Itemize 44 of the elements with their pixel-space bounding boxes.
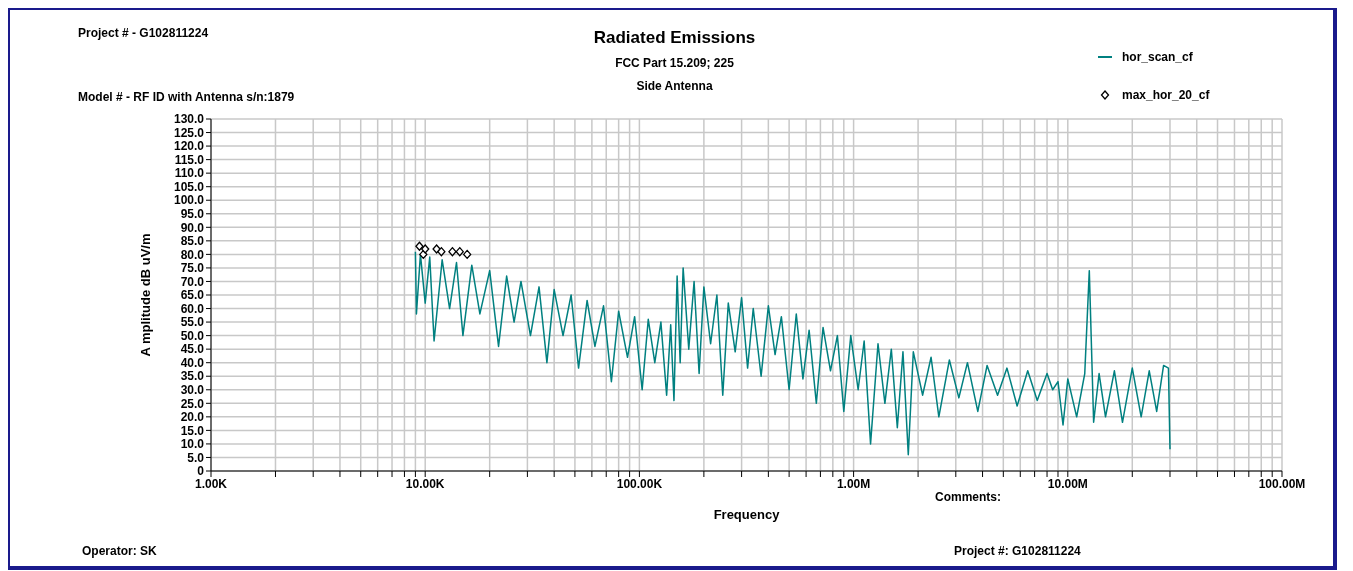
- text: Comments:: [935, 490, 1002, 504]
- y-tick-label: 5.0: [187, 450, 205, 465]
- y-tick-label: 55.0: [180, 315, 205, 330]
- y-tick-label: 105.0: [173, 179, 205, 194]
- y-tick-label: 85.0: [180, 234, 205, 249]
- y-tick-label: 100.0: [173, 193, 205, 208]
- x-tick-label: 100.00M: [1258, 476, 1306, 491]
- y-tick-label: 35.0: [180, 369, 205, 384]
- x-tick-label: 100.00K: [616, 476, 663, 491]
- text: Project # - G102811224: [78, 26, 209, 40]
- x-tick-label: 1.00M: [836, 476, 871, 491]
- y-tick-label: 0: [197, 464, 205, 479]
- chart-title: Radiated Emissions: [593, 28, 756, 47]
- y-tick-label: 60.0: [180, 301, 205, 316]
- y-tick-label: 50.0: [180, 328, 205, 343]
- x-tick-label: 10.00M: [1047, 476, 1088, 491]
- y-tick-label: 80.0: [180, 247, 205, 262]
- y-tick-label: 10.0: [180, 437, 205, 452]
- y-tick-label: 95.0: [180, 207, 205, 222]
- text: Model # - RF ID with Antenna s/n:1879: [78, 90, 295, 104]
- y-tick-label: 40.0: [180, 355, 205, 370]
- y-tick-label: 30.0: [180, 383, 205, 398]
- y-axis-title: A mplitude dB uV/m: [137, 233, 153, 357]
- y-tick-label: 25.0: [180, 396, 205, 411]
- y-tick-label: 130.0: [173, 112, 205, 127]
- x-axis-title: Frequency: [713, 507, 781, 522]
- y-tick-label: 65.0: [180, 288, 205, 303]
- y-tick-label: 125.0: [173, 125, 205, 140]
- y-tick-label: 110.0: [174, 166, 205, 181]
- y-tick-label: 20.0: [180, 410, 205, 425]
- y-tick-label: 70.0: [180, 274, 205, 289]
- y-tick-label: 120.0: [173, 139, 205, 154]
- y-tick-label: 15.0: [180, 423, 205, 438]
- y-tick-label: 75.0: [180, 261, 205, 276]
- legend-label: max_hor_20_cf: [1121, 87, 1210, 104]
- chart-subtitle: FCC Part 15.209; 225 Side Antenna: [615, 56, 734, 93]
- y-tick-label: 90.0: [180, 220, 205, 235]
- text: Operator: SK: [82, 544, 157, 558]
- x-tick-label: 1.00K: [194, 476, 228, 491]
- x-tick-label: 10.00K: [405, 476, 445, 491]
- legend-label: hor_scan_cf: [1121, 49, 1194, 66]
- y-tick-label: 45.0: [180, 342, 205, 357]
- y-tick-label: 115.0: [174, 152, 205, 167]
- text: Project #: G102811224: [954, 544, 1081, 558]
